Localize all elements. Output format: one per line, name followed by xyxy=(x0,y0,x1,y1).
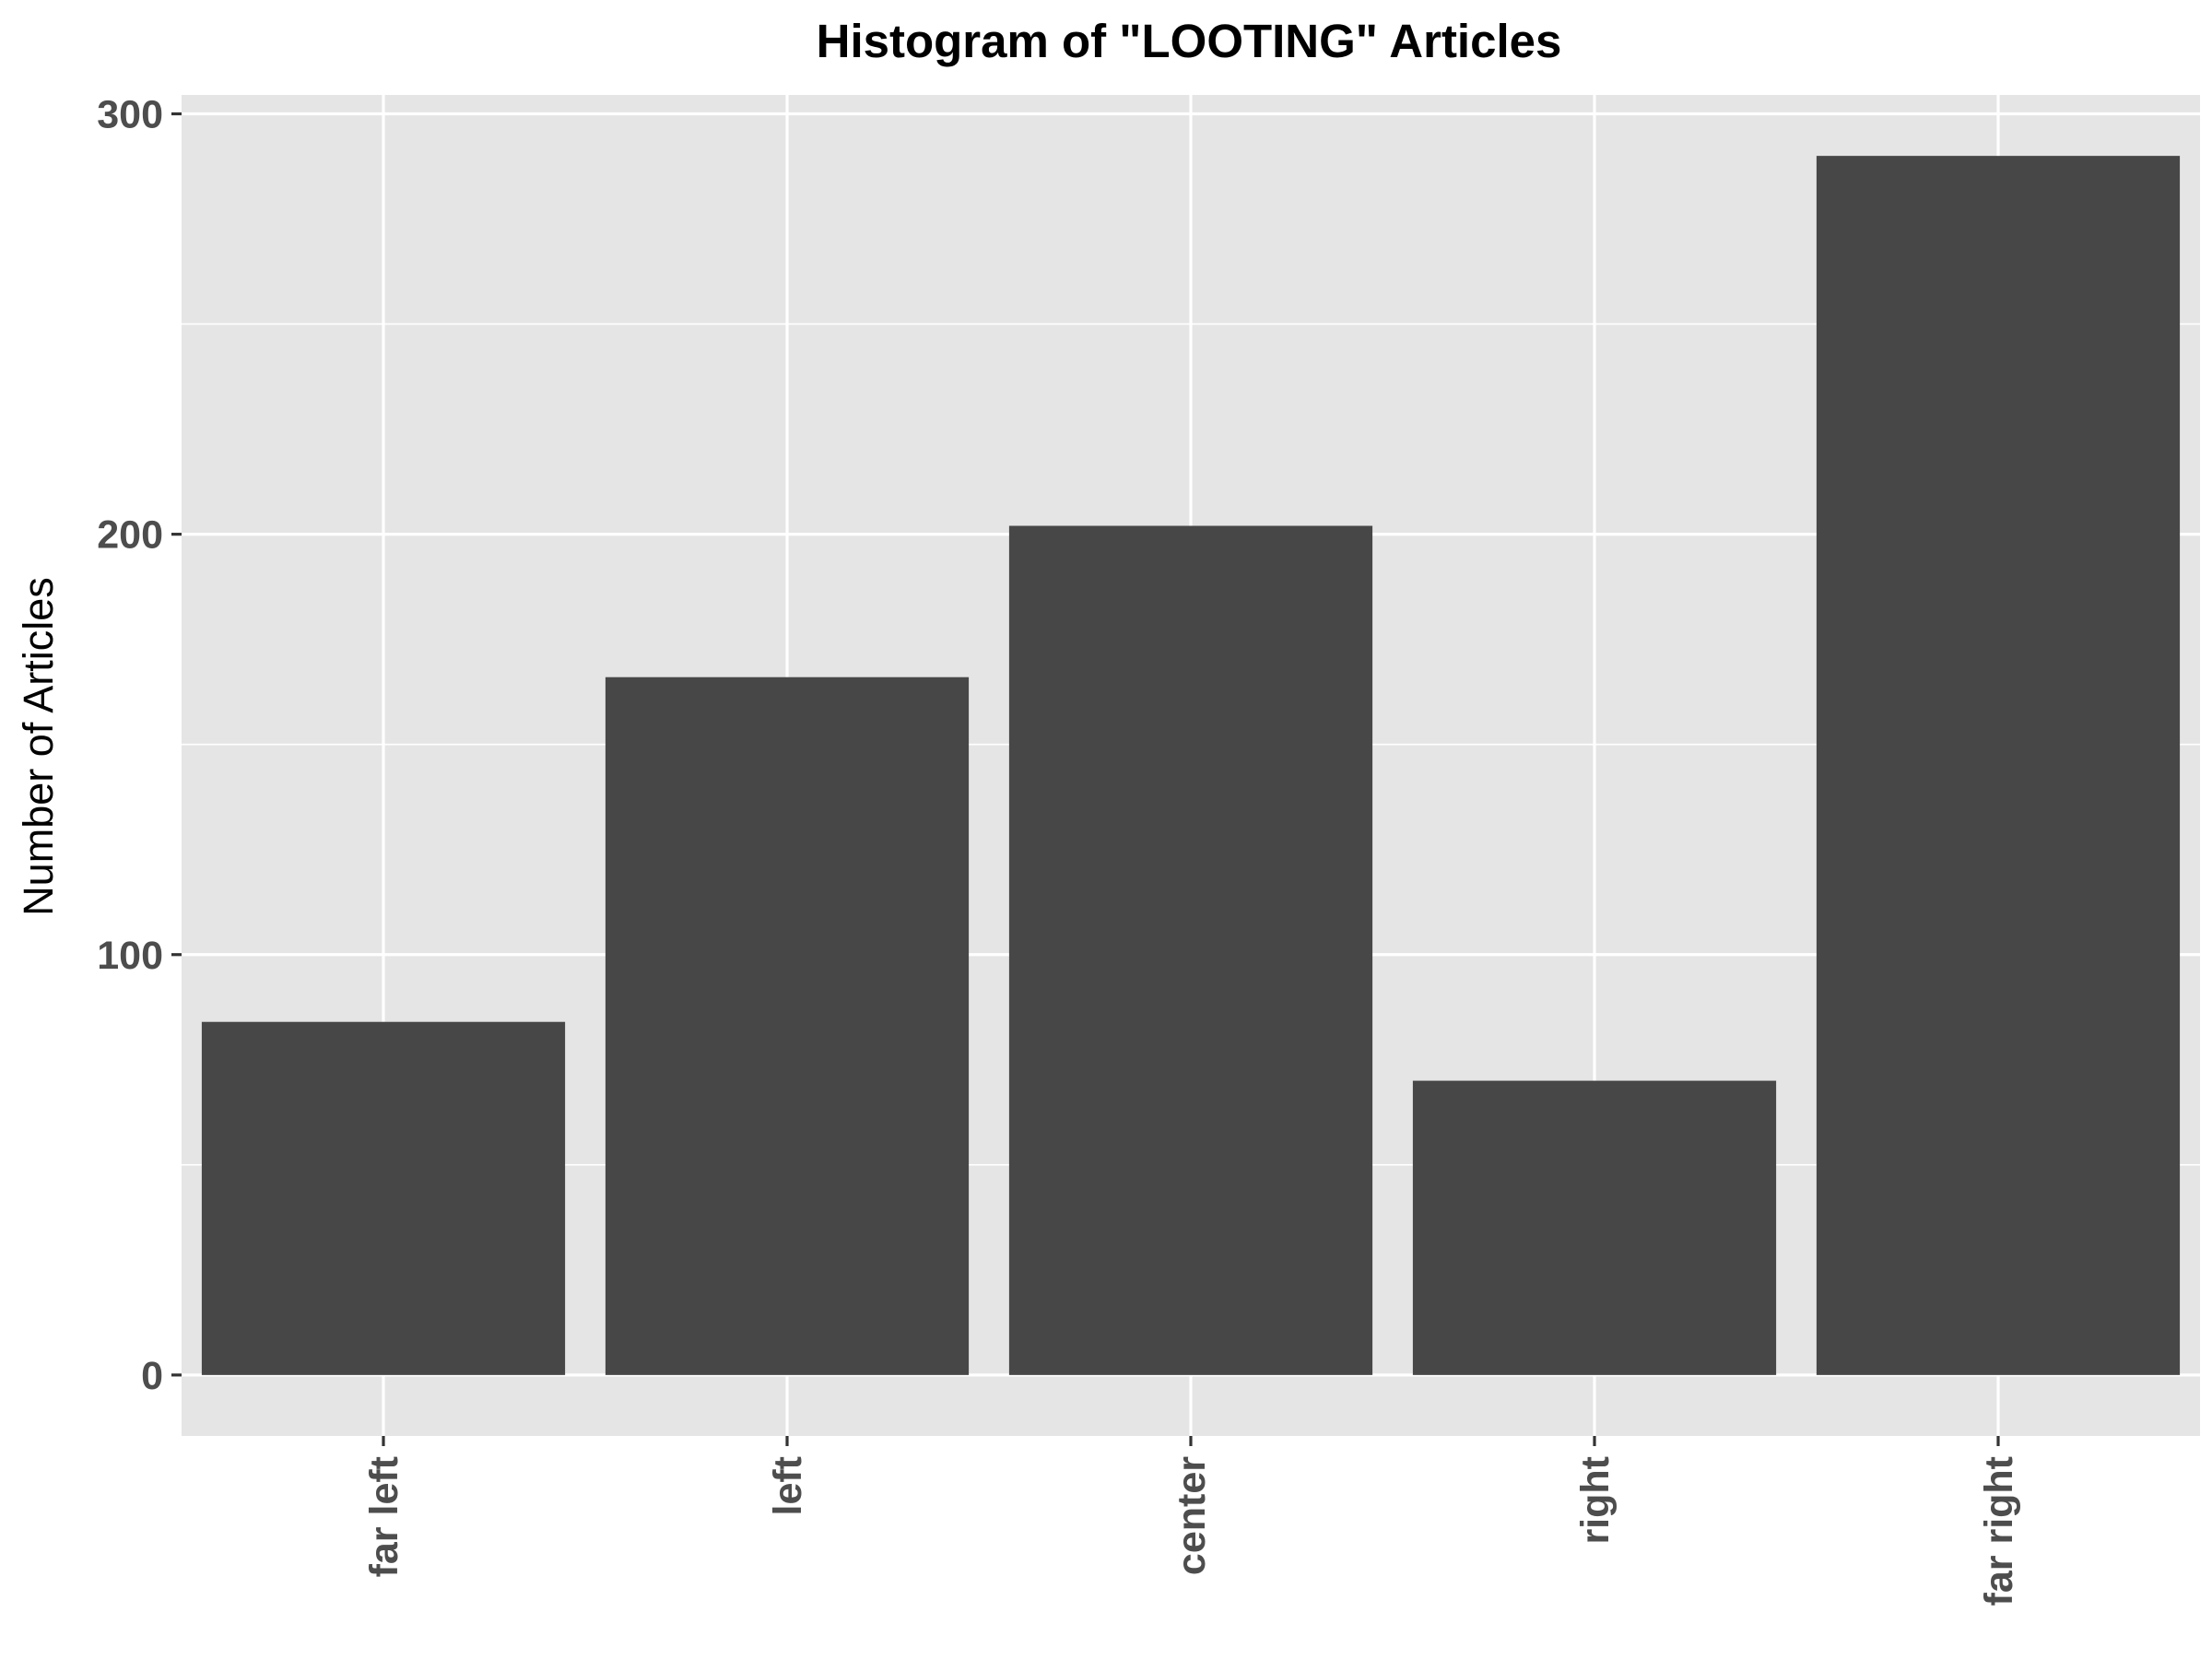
x-tick-label: far left xyxy=(362,1456,406,1577)
bar-center xyxy=(1008,525,1373,1375)
bar-far-left xyxy=(201,1021,566,1375)
x-tick-label: far right xyxy=(1977,1456,2021,1606)
y-tick-label: 200 xyxy=(97,513,163,558)
x-tick-label: center xyxy=(1170,1456,1214,1575)
y-axis-title: Number of Articles xyxy=(15,577,62,916)
y-tick-label: 300 xyxy=(97,93,163,137)
y-tick-label: 0 xyxy=(141,1354,163,1398)
bars xyxy=(201,156,2181,1375)
bar-left xyxy=(605,677,970,1375)
chart-title: Histogram of "LOOTING" Articles xyxy=(817,15,1562,67)
bar-far-right xyxy=(1816,156,2181,1375)
bar-right xyxy=(1412,1080,1777,1375)
axes: 0 100 200 300 far left left center right far rig… xyxy=(97,93,2021,1606)
x-tick-label: left xyxy=(766,1456,810,1516)
y-tick-label: 100 xyxy=(97,934,163,978)
x-tick-label: right xyxy=(1573,1456,1618,1545)
